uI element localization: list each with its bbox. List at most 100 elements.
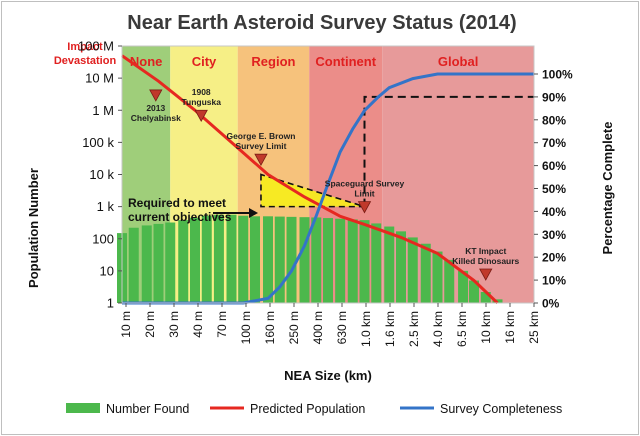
y2-tick-label-1: 10% — [542, 274, 566, 288]
x-tick-label-13: 4.0 km — [431, 311, 445, 347]
bar-7 — [201, 215, 212, 303]
survey-limit-dashed-box — [363, 95, 534, 207]
zone-3 — [309, 46, 383, 303]
y2-tick-label-6: 60% — [542, 159, 566, 173]
zone-label-4: Global — [438, 54, 478, 69]
bar-15 — [299, 217, 310, 303]
bar-28 — [458, 270, 469, 303]
y-tick-label-5: 100 k — [82, 135, 114, 150]
y-tick-label-8: 100 M — [78, 39, 114, 54]
annotation-label-0-1: Chelyabinsk — [131, 113, 181, 123]
annotation-label-4-1: Killed Dinosaurs — [452, 256, 519, 266]
annotation-marker-0 — [149, 89, 163, 102]
objective-highlight-region — [260, 173, 365, 208]
y-tick-label-4: 10 k — [89, 167, 114, 182]
objective-arrow-head — [249, 208, 258, 218]
bar-4 — [165, 222, 176, 303]
x-tick-label-4: 70 m — [215, 311, 229, 338]
annotation-label-3-1: Limit — [354, 189, 374, 199]
bar-29 — [468, 280, 479, 303]
annotation-label-4-0: KT Impact — [465, 246, 506, 256]
bar-22 — [384, 226, 395, 303]
x-tick-label-16: 16 km — [503, 311, 517, 344]
x-tick-label-10: 1.0 km — [359, 311, 373, 347]
x-axis: 10 m 20 m 30 m 40 m 70 m 100 m 160 m 250 m 400 m… — [119, 303, 541, 347]
y-axis-left: 1 10 100 1 k 10 k 100 k 1 M 10 M 100 M — [78, 39, 122, 311]
zone-label-2: Region — [251, 54, 295, 69]
chart-title: Near Earth Asteroid Survey Status (2014) — [127, 12, 516, 34]
y2-tick-label-5: 50% — [542, 182, 566, 196]
y2-tick-label-3: 30% — [542, 228, 566, 242]
annotation-label-2-0: George E. Brown — [226, 131, 295, 141]
annotation-label-1-0: 1908 — [192, 87, 211, 97]
bar-18 — [335, 218, 346, 303]
bar-13 — [274, 216, 285, 303]
zone-4 — [382, 46, 534, 303]
bar-9 — [226, 214, 237, 303]
x-tick-label-2: 30 m — [167, 311, 181, 338]
bar-1 — [128, 227, 139, 303]
bar-8 — [213, 214, 224, 303]
legend: Number Found Predicted Population Survey C… — [66, 402, 562, 416]
annotation-label-0-0: 2013 — [146, 103, 165, 113]
annotation-marker-1 — [194, 109, 208, 123]
y2-axis-title: Percentage Complete — [600, 122, 615, 255]
bar-19 — [347, 219, 358, 303]
y2-tick-label-7: 70% — [542, 136, 566, 150]
y-axis-right: 0% 10% 20% 30% 40% 50% 60% 70% 80% 90% 100% — [534, 68, 573, 311]
bar-26 — [432, 251, 443, 303]
bar-2 — [141, 225, 152, 303]
bar-17 — [323, 218, 333, 303]
y2-tick-label-4: 40% — [542, 205, 566, 219]
zone-label-3: Continent — [315, 54, 376, 69]
y-tick-label-6: 1 M — [92, 103, 114, 118]
bar-27 — [444, 259, 455, 303]
objective-label-line-2: current objectives — [128, 210, 232, 224]
annotation-label-3-0: Spaceguard Survey — [325, 179, 405, 189]
x-tick-label-15: 10 km — [479, 311, 493, 344]
bar-23 — [395, 231, 406, 303]
x-tick-label-14: 6.5 km — [455, 311, 469, 347]
legend-label-1: Predicted Population — [250, 402, 365, 416]
x-tick-label-9: 630 m — [335, 311, 349, 344]
objective-label-line-1: Required to meet — [128, 196, 226, 210]
legend-label-2: Survey Completeness — [440, 402, 562, 416]
y-tick-label-7: 10 M — [85, 71, 114, 86]
y-tick-label-2: 100 — [92, 231, 114, 246]
x-tick-label-17: 25 km — [527, 311, 541, 344]
annotation-marker-2 — [254, 153, 268, 167]
annotation-marker-4 — [479, 268, 493, 281]
y2-tick-label-2: 20% — [542, 251, 566, 265]
bar-20 — [359, 220, 370, 303]
bar-25 — [420, 243, 431, 303]
x-tick-label-12: 2.5 km — [407, 311, 421, 347]
x-tick-label-0: 10 m — [119, 311, 133, 338]
bar-5 — [178, 220, 189, 303]
annotation-label-1-1: Tunguska — [181, 97, 221, 107]
annotation-label-2-1: Survey Limit — [235, 141, 286, 151]
bar-16 — [311, 217, 322, 303]
y-tick-label-1: 10 — [100, 263, 114, 278]
bar-3 — [153, 223, 164, 303]
number-found-bars — [117, 214, 503, 303]
y-tick-label-0: 1 — [107, 296, 114, 311]
zone-label-1: City — [192, 54, 217, 69]
y2-tick-label-9: 90% — [542, 90, 566, 104]
annotation-marker-3 — [357, 201, 372, 214]
x-tick-label-3: 40 m — [191, 311, 205, 338]
y2-tick-label-0: 0% — [542, 297, 560, 311]
zone-label-0: None — [130, 54, 163, 69]
bar-14 — [286, 216, 297, 303]
y2-tick-label-8: 80% — [542, 113, 566, 127]
legend-swatch-0 — [66, 403, 100, 413]
bar-10 — [238, 215, 249, 303]
x-axis-title: NEA Size (km) — [284, 368, 372, 383]
x-tick-label-1: 20 m — [143, 311, 157, 338]
predicted-population-line — [121, 54, 499, 305]
bar-21 — [371, 223, 382, 303]
objective-annotation: Required to meet current objectives — [128, 196, 258, 224]
y-axis-title: Population Number — [26, 168, 41, 288]
legend-label-0: Number Found — [106, 402, 189, 416]
x-tick-label-11: 1.6 km — [383, 311, 397, 347]
